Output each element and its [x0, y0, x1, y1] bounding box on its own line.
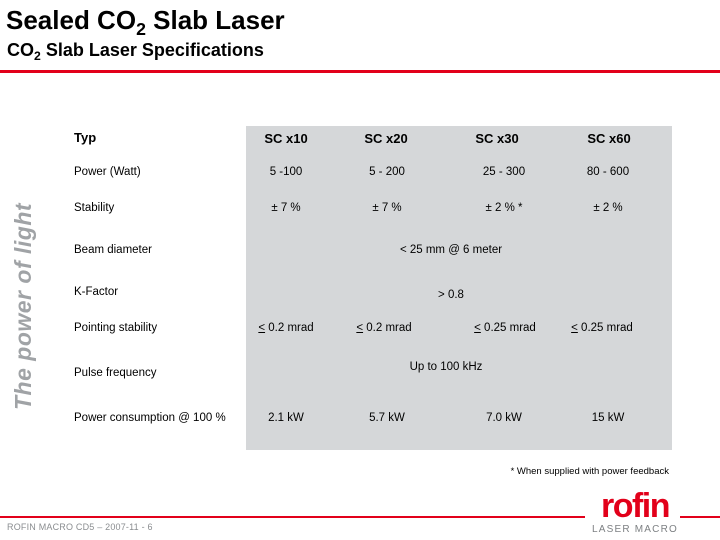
less-equal-sign: < [356, 322, 364, 334]
table-cell: 25 - 300 [482, 166, 526, 178]
table-cell: < 0.2 mrad [329, 322, 439, 334]
header-typ: Typ [74, 130, 97, 145]
title-text-post: Slab Laser [145, 5, 285, 35]
table-cell: < 0.25 mrad [450, 322, 560, 334]
logo-wordmark: rofin [600, 487, 671, 525]
cell-value: 0.2 mrad [363, 322, 412, 334]
row-label-beam-diameter: Beam diameter [74, 244, 152, 256]
cell-value: 0.25 mrad [577, 322, 633, 334]
vertical-slogan: The power of light [10, 202, 36, 410]
row-label-pointing-stability: Pointing stability [74, 322, 158, 334]
table-cell: 80 - 600 [586, 166, 630, 178]
less-equal-sign: < [474, 322, 481, 334]
row-label-k-factor: K-Factor [74, 286, 119, 298]
slide-title: Sealed CO2 Slab Laser [6, 2, 285, 41]
table-header-background [246, 126, 672, 152]
table-cell: 7.0 kW [486, 412, 522, 424]
table-cell: 2.1 kW [268, 412, 304, 424]
table-span-cell: < 25 mm @ 6 meter [399, 244, 503, 256]
table-cell: ± 2 % [593, 202, 623, 214]
table-cell: ± 2 % * [485, 202, 523, 214]
table-span-cell: > 0.8 [438, 289, 464, 301]
footnote: * When supplied with power feedback [510, 466, 669, 477]
header-divider [0, 70, 720, 73]
subtitle-subscript: 2 [34, 49, 41, 64]
column-header-sc-x20: SC x20 [364, 131, 408, 146]
row-label-power: Power (Watt) [74, 166, 141, 178]
row-label-pulse-frequency: Pulse frequency [74, 367, 157, 379]
subtitle-text-post: Slab Laser Specifications [40, 40, 264, 60]
title-text-pre: Sealed CO [6, 5, 137, 35]
row-label-power-consumption: Power consumption @ 100 % [74, 412, 226, 424]
less-equal-sign: < [258, 322, 266, 334]
footer-document-id: ROFIN MACRO CD5 – 2007-11 - 6 [7, 522, 153, 532]
table-cell: < 0.25 mrad [547, 322, 657, 334]
cell-value: 0.2 mrad [265, 322, 314, 334]
footer-divider-left [0, 516, 585, 518]
table-span-cell: Up to 100 kHz [409, 361, 483, 373]
table-cell: 5 -100 [269, 166, 303, 178]
table-cell: 5.7 kW [369, 412, 405, 424]
logo-subtitle: LASER MACRO [592, 524, 678, 535]
footer-divider-right [680, 516, 720, 518]
column-header-sc-x60: SC x60 [587, 131, 631, 146]
subtitle-text-pre: CO [7, 40, 34, 60]
rofin-logo: rofin LASER MACRO [589, 488, 681, 538]
cell-value: 0.25 mrad [480, 322, 536, 334]
title-subscript: 2 [136, 19, 146, 40]
column-header-sc-x10: SC x10 [264, 131, 308, 146]
less-equal-sign: < [571, 322, 578, 334]
slide-subtitle: CO2 Slab Laser Specifications [7, 38, 264, 64]
specs-table: Typ SC x10 SC x20 SC x30 SC x60 Power (W… [66, 126, 672, 450]
column-header-sc-x30: SC x30 [475, 131, 519, 146]
table-values-background [246, 152, 672, 450]
table-cell: < 0.2 mrad [231, 322, 341, 334]
table-cell: 5 - 200 [369, 166, 405, 178]
table-cell: ± 7 % [372, 202, 402, 214]
table-cell: 15 kW [591, 412, 625, 424]
table-cell: ± 7 % [271, 202, 301, 214]
row-label-stability: Stability [74, 202, 115, 214]
